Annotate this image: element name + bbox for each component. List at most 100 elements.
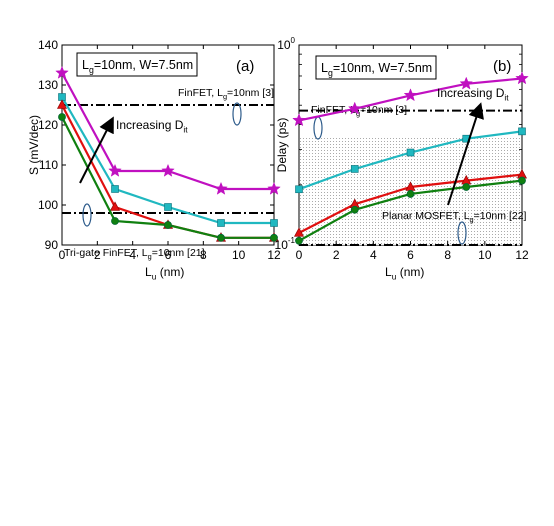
x-axis-label-b-rest: (nm) [396,265,424,279]
y-tick-label-a: 100 [38,198,58,212]
parameter-label-b-main: L [321,61,328,75]
y-tick-label-b: 10-1 [275,236,296,252]
x-axis-label-b: Lu (nm) [385,265,424,282]
x-axis-label-a-sub: u [152,272,157,282]
y-tick-label-b: 100 [277,36,295,52]
data-point-a-3 [217,233,225,242]
reference-label-trigate-a-rest: =10nm [21] [152,247,205,259]
x-tick-label-b: 8 [444,248,451,262]
ellipse-planar-b [457,221,467,245]
parameter-box-a [76,52,198,77]
parameter-label-b: Lg=10nm, W=7.5nm [321,61,432,78]
data-point-b-3 [518,176,526,185]
y-tick-base-b: 10 [275,238,289,252]
data-point-b-3 [350,205,359,214]
data-point-a-1 [217,219,225,227]
annotation-increasing-dit-b-sub: it [504,93,509,103]
data-point-b-0 [292,113,306,127]
x-tick-label-a: 2 [94,248,101,262]
reference-label-trigate-a-sub: g [148,252,152,261]
data-point-a-3 [270,233,278,242]
y-tick-label-a: 110 [39,158,58,172]
data-point-b-0 [403,88,418,102]
data-point-b-3 [462,183,471,191]
annotation-increasing-dit-a-main: Increasing D [116,118,184,132]
data-point-a-1 [164,203,172,211]
x-axis-label-a: Lu (nm) [145,265,184,282]
parameter-box-b [315,55,437,80]
x-tick-label-a: 6 [165,248,172,262]
data-point-a-3 [111,217,119,225]
y-tick-base-b: 10 [277,38,291,52]
x-tick-label-a: 4 [129,248,136,262]
ellipse-finfet-a [232,102,242,126]
y-tick-label-a: 90 [45,238,59,252]
parameter-label-b-rest: =10nm, W=7.5nm [333,61,432,75]
x-axis-label-b-sub: u [392,272,397,282]
reference-label-finfet-b-main: FinFET, L [311,104,356,116]
y-tick-exp-b: -1 [288,236,296,245]
ellipse-trigate-a [82,203,92,227]
data-point-b-0 [515,71,529,85]
x-tick-label-b: 6 [407,248,414,262]
reference-label-finfet-b-rest: =10nm [3] [360,104,407,116]
data-point-a-2 [57,99,67,109]
reference-label-finfet-a-main: FinFET, L [178,87,223,99]
arrow-increasing-dit-a [79,116,114,184]
data-point-a-0 [108,163,122,177]
data-point-b-1 [518,127,526,136]
data-point-a-2 [110,201,120,211]
reference-label-finfet-a-rest: =10nm [3] [227,87,274,99]
y-axis-label-a: S (mV/dec) [27,115,41,175]
data-point-b-2 [294,227,304,237]
data-point-b-0 [459,76,474,90]
parameter-label-a: Lg=10nm, W=7.5nm [82,58,193,75]
y-axis-label-b: Delay (ps) [275,118,289,173]
data-point-a-0 [161,163,175,177]
x-axis-label-a-rest: (nm) [156,265,184,279]
y-tick-label-a: 120 [38,118,58,132]
reference-label-finfet-a: FinFET, Lg=10nm [3] [178,87,274,101]
parameter-label-a-main: L [82,58,89,72]
reference-label-planar-b: Planar MOSFET, Lg=10nm [22] [382,210,527,224]
data-point-b-3 [295,236,303,245]
data-point-b-0 [347,101,362,115]
reference-label-planar-b-rest: =10nm [22] [474,210,527,222]
data-point-a-0 [267,181,281,195]
annotation-increasing-dit-b-main: Increasing D [437,86,505,100]
x-tick-label-a: 8 [200,248,207,262]
annotation-increasing-dit-b: Increasing Dit [437,86,509,103]
panel-label-b: (b) [493,58,511,75]
data-point-a-0 [55,65,69,79]
x-tick-label-a: 12 [267,248,281,262]
reference-label-planar-b-main: Planar MOSFET, L [382,210,470,222]
y-tick-label-a: 130 [38,78,58,92]
annotation-increasing-dit-a: Increasing Dit [116,118,188,135]
data-point-a-3 [58,113,66,121]
reference-label-finfet-a-sub: g [223,92,227,101]
x-tick-label-b: 12 [515,248,529,262]
data-point-a-1 [270,219,278,227]
x-tick-label-a: 10 [232,248,246,262]
parameter-label-b-sub: g [328,68,333,78]
data-point-a-3 [164,221,172,229]
x-tick-label-b: 4 [370,248,377,262]
x-tick-label-b: 0 [296,248,303,262]
y-tick-exp-b: 0 [291,36,296,45]
data-point-b-1 [295,185,303,194]
parameter-label-a-rest: =10nm, W=7.5nm [94,58,193,72]
reference-label-trigate-a: Tri-gate FinFET, Lg=10nm [21] [64,247,205,261]
panel-label-a: (a) [236,58,254,75]
arrow-increasing-dit-b [447,102,484,206]
plot-area-a [61,44,275,246]
x-tick-label-a: 0 [59,248,66,262]
reference-label-trigate-a-main: Tri-gate FinFET, L [64,247,148,259]
x-axis-label-b-main: L [385,265,392,279]
y-tick-label-a: 140 [38,38,58,52]
data-point-b-1 [350,165,359,173]
annotation-increasing-dit-a-sub: it [183,125,188,135]
reference-label-planar-b-sub: g [470,215,474,224]
data-point-a-1 [111,185,119,193]
